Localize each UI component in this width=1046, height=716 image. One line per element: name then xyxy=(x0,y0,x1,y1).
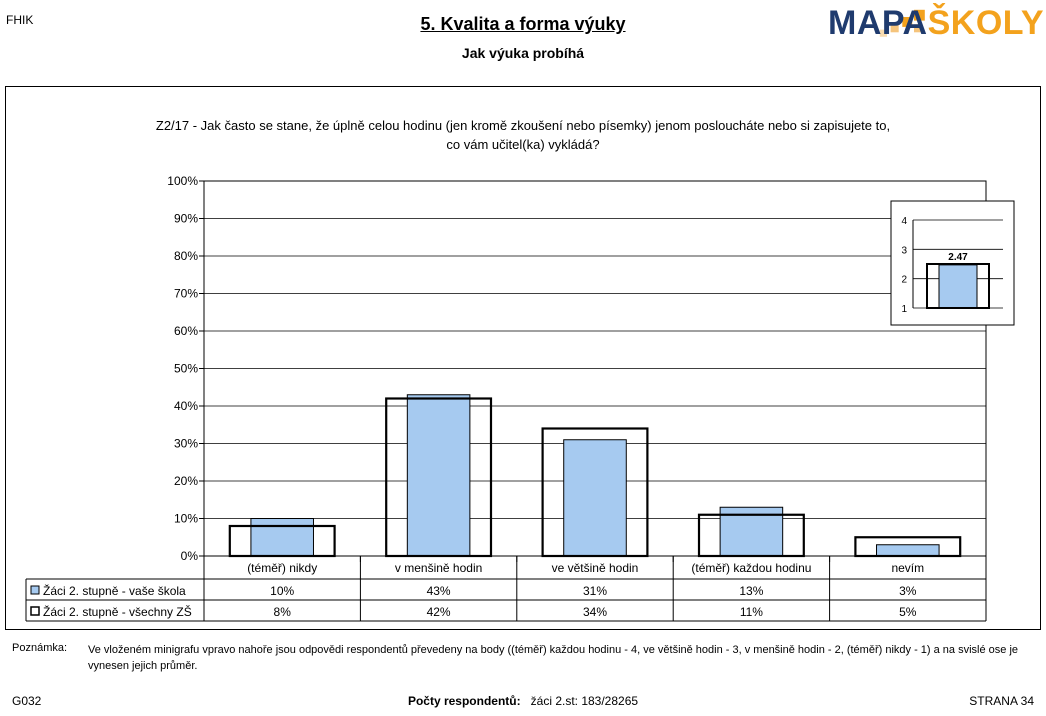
mini-y-tick-label: 1 xyxy=(901,304,907,315)
data-label: 42% xyxy=(427,605,451,619)
y-tick-label: 30% xyxy=(174,437,198,451)
y-tick-label: 40% xyxy=(174,399,198,413)
legend-swatch xyxy=(30,585,40,595)
bar-vsechny-zs xyxy=(385,397,493,558)
note-text: Ve vloženém minigrafu vpravo nahoře jsou… xyxy=(88,644,1019,672)
page-title: 5. Kvalita a forma výuky xyxy=(420,14,626,34)
question-text: Z2/17 - Jak často se stane, že úplně cel… xyxy=(0,116,1046,154)
bar-vase-skola xyxy=(250,518,314,557)
y-tick-label: 100% xyxy=(167,174,198,188)
data-label: 10% xyxy=(270,584,294,598)
chart-area: 0% 10% 20% 30% 40% 50% 60% 70% 80% 90% 100% (téměř… xyxy=(25,174,1015,622)
mini-y-tick-label: 4 xyxy=(901,216,907,227)
question-line-2: co vám učitel(ka) vykládá? xyxy=(446,137,600,152)
main-chart-bars xyxy=(228,394,962,562)
mini-y-tick-label: 2 xyxy=(901,275,907,286)
data-label: 31% xyxy=(583,584,607,598)
y-tick-label: 60% xyxy=(174,324,198,338)
respondents-label: Počty respondentů: xyxy=(407,694,521,708)
mini-y-tick-label: 3 xyxy=(901,245,907,256)
report-code: FHIK xyxy=(6,13,34,27)
bar-vsechny-zs xyxy=(697,513,805,558)
bar-vase-skola xyxy=(876,544,940,557)
y-tick-label: 20% xyxy=(174,474,198,488)
page-subtitle: Jak výuka probíhá xyxy=(461,45,585,61)
data-table: (téměř) nikdy 10% 8% v menšině hodin 43% 42% v… xyxy=(25,556,987,622)
mini-bar-vase-skola xyxy=(938,264,978,309)
data-label: 11% xyxy=(740,605,763,619)
logo-squares-icon xyxy=(879,9,925,37)
legend-label: Žáci 2. stupně - všechny ZŠ xyxy=(43,604,192,619)
y-tick-label: 70% xyxy=(174,287,198,301)
logo-part2: ŠKOLY xyxy=(927,4,1045,42)
data-label: 8% xyxy=(274,605,292,619)
y-tick-label: 10% xyxy=(174,512,198,526)
data-label: 3% xyxy=(899,584,917,598)
data-label: 13% xyxy=(739,584,763,598)
respondents-value: žáci 2.st: 183/28265 xyxy=(530,694,639,708)
mini-chart: 1 2 3 4 2.47 xyxy=(890,200,1015,326)
data-label: 5% xyxy=(899,605,917,619)
bar-vase-skola xyxy=(563,439,627,557)
x-tick-label: (téměř) každou hodinu xyxy=(691,561,811,575)
x-tick-label: nevím xyxy=(891,561,924,575)
footer-respondents: Počty respondentů: žáci 2.st: 183/28265 xyxy=(0,694,1046,708)
x-tick-label: ve většině hodin xyxy=(552,561,639,575)
y-tick-label: 80% xyxy=(174,249,198,263)
x-tick-label: v menšině hodin xyxy=(395,561,482,575)
y-tick-label: 90% xyxy=(174,212,198,226)
x-tick-label: (téměř) nikdy xyxy=(247,561,317,575)
bar-vsechny-zs xyxy=(541,427,649,558)
legend-swatch xyxy=(30,606,40,616)
data-label: 43% xyxy=(427,584,451,598)
bar-vase-skola xyxy=(406,394,471,557)
y-tick-label: 50% xyxy=(174,362,198,376)
chart-frame xyxy=(5,86,1041,630)
y-tick-label: 0% xyxy=(181,549,199,563)
question-line-1: Z2/17 - Jak často se stane, že úplně cel… xyxy=(155,118,891,133)
mini-bar-vsechny-zs xyxy=(926,263,990,309)
bar-vsechny-zs xyxy=(854,536,962,558)
data-label: 34% xyxy=(583,605,607,619)
footer-code: G032 xyxy=(12,694,42,708)
bar-vsechny-zs xyxy=(228,524,336,558)
legend-label: Žáci 2. stupně - vaše škola xyxy=(43,583,186,598)
note-label: Poznámka: xyxy=(12,642,68,654)
page-number: STRANA 34 xyxy=(969,694,1034,708)
mini-data-label: 2.47 xyxy=(948,252,968,263)
logo: MAPAŠKOLY xyxy=(828,4,1044,43)
logo-part1: MAPA xyxy=(828,4,928,42)
